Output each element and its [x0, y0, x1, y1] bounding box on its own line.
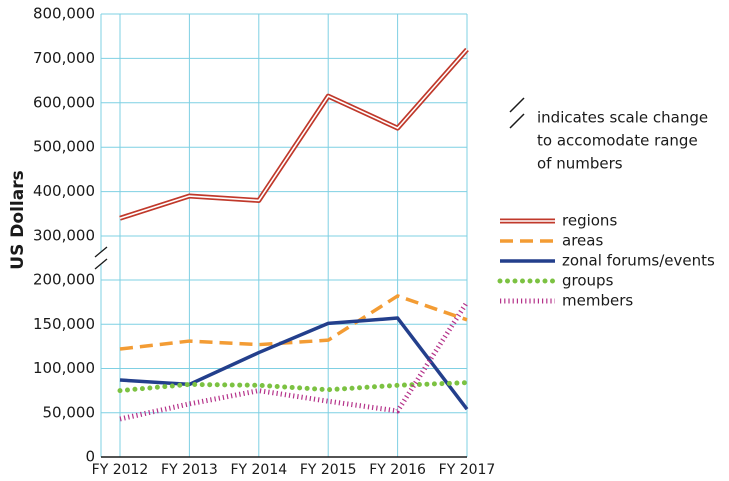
x-tick-label: FY 2016 — [369, 462, 426, 478]
y-tick-label: 600,000 — [33, 93, 95, 111]
y-tick-label: 200,000 — [33, 271, 95, 289]
x-tick-label: FY 2014 — [230, 462, 287, 478]
series-line-inner — [119, 48, 468, 220]
series-line — [119, 316, 469, 411]
y-tick-label: 700,000 — [33, 49, 95, 67]
x-tick-label: FY 2017 — [439, 462, 496, 478]
axis-break — [94, 246, 108, 258]
break-symbol — [509, 97, 525, 129]
axis-break-gap — [95, 252, 107, 264]
legend-label: groups — [562, 272, 614, 290]
y-axis-label: US Dollars — [8, 170, 28, 269]
legend-label: members — [562, 292, 633, 310]
legend-label: areas — [562, 232, 603, 250]
annotation: to accomodate range — [537, 132, 698, 150]
y-tick-label: 100,000 — [33, 359, 95, 377]
legend-label: regions — [562, 212, 617, 230]
axis-break — [94, 258, 108, 270]
series-line — [117, 380, 470, 394]
y-tick-label: 50,000 — [43, 403, 96, 421]
y-tick-label: 800,000 — [33, 5, 95, 23]
annotation: of numbers — [537, 155, 623, 173]
x-tick-label: FY 2015 — [300, 462, 357, 478]
y-tick-label: 300,000 — [33, 227, 95, 245]
y-tick-label: 150,000 — [33, 315, 95, 333]
x-tick-label: FY 2013 — [161, 462, 218, 478]
annotation: indicates scale change — [537, 109, 708, 127]
legend-label: zonal forums/events — [562, 252, 715, 270]
y-tick-label: 500,000 — [33, 138, 95, 156]
series-line — [119, 47, 469, 221]
series-line — [119, 294, 468, 351]
y-tick-label: 400,000 — [33, 182, 95, 200]
x-tick-label: FY 2012 — [92, 462, 149, 478]
y-tick-label: 0 — [85, 448, 95, 466]
series-line — [119, 300, 470, 422]
